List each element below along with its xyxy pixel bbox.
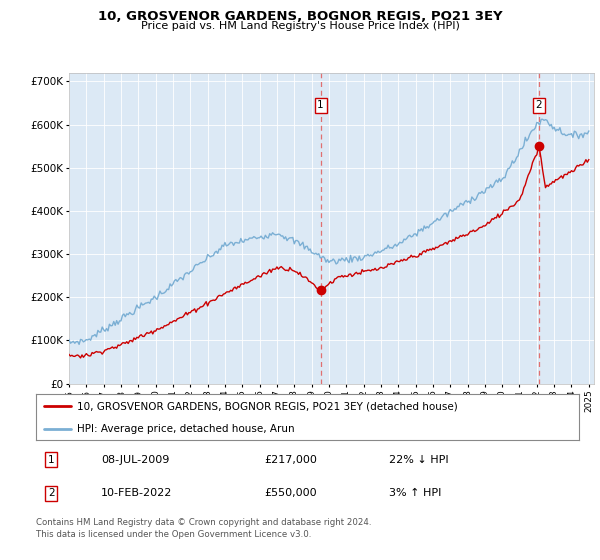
Text: 3% ↑ HPI: 3% ↑ HPI — [389, 488, 442, 498]
Text: Contains HM Land Registry data © Crown copyright and database right 2024.
This d: Contains HM Land Registry data © Crown c… — [36, 518, 371, 539]
Text: 1: 1 — [48, 455, 55, 465]
Text: 10-FEB-2022: 10-FEB-2022 — [101, 488, 173, 498]
Text: 10, GROSVENOR GARDENS, BOGNOR REGIS, PO21 3EY: 10, GROSVENOR GARDENS, BOGNOR REGIS, PO2… — [98, 10, 502, 22]
Text: £217,000: £217,000 — [264, 455, 317, 465]
Text: 22% ↓ HPI: 22% ↓ HPI — [389, 455, 449, 465]
Text: 2: 2 — [48, 488, 55, 498]
Text: 2: 2 — [536, 100, 542, 110]
Text: HPI: Average price, detached house, Arun: HPI: Average price, detached house, Arun — [77, 424, 295, 435]
Text: Price paid vs. HM Land Registry's House Price Index (HPI): Price paid vs. HM Land Registry's House … — [140, 21, 460, 31]
Text: 10, GROSVENOR GARDENS, BOGNOR REGIS, PO21 3EY (detached house): 10, GROSVENOR GARDENS, BOGNOR REGIS, PO2… — [77, 401, 457, 411]
Text: £550,000: £550,000 — [264, 488, 317, 498]
Text: 08-JUL-2009: 08-JUL-2009 — [101, 455, 170, 465]
Text: 1: 1 — [317, 100, 324, 110]
